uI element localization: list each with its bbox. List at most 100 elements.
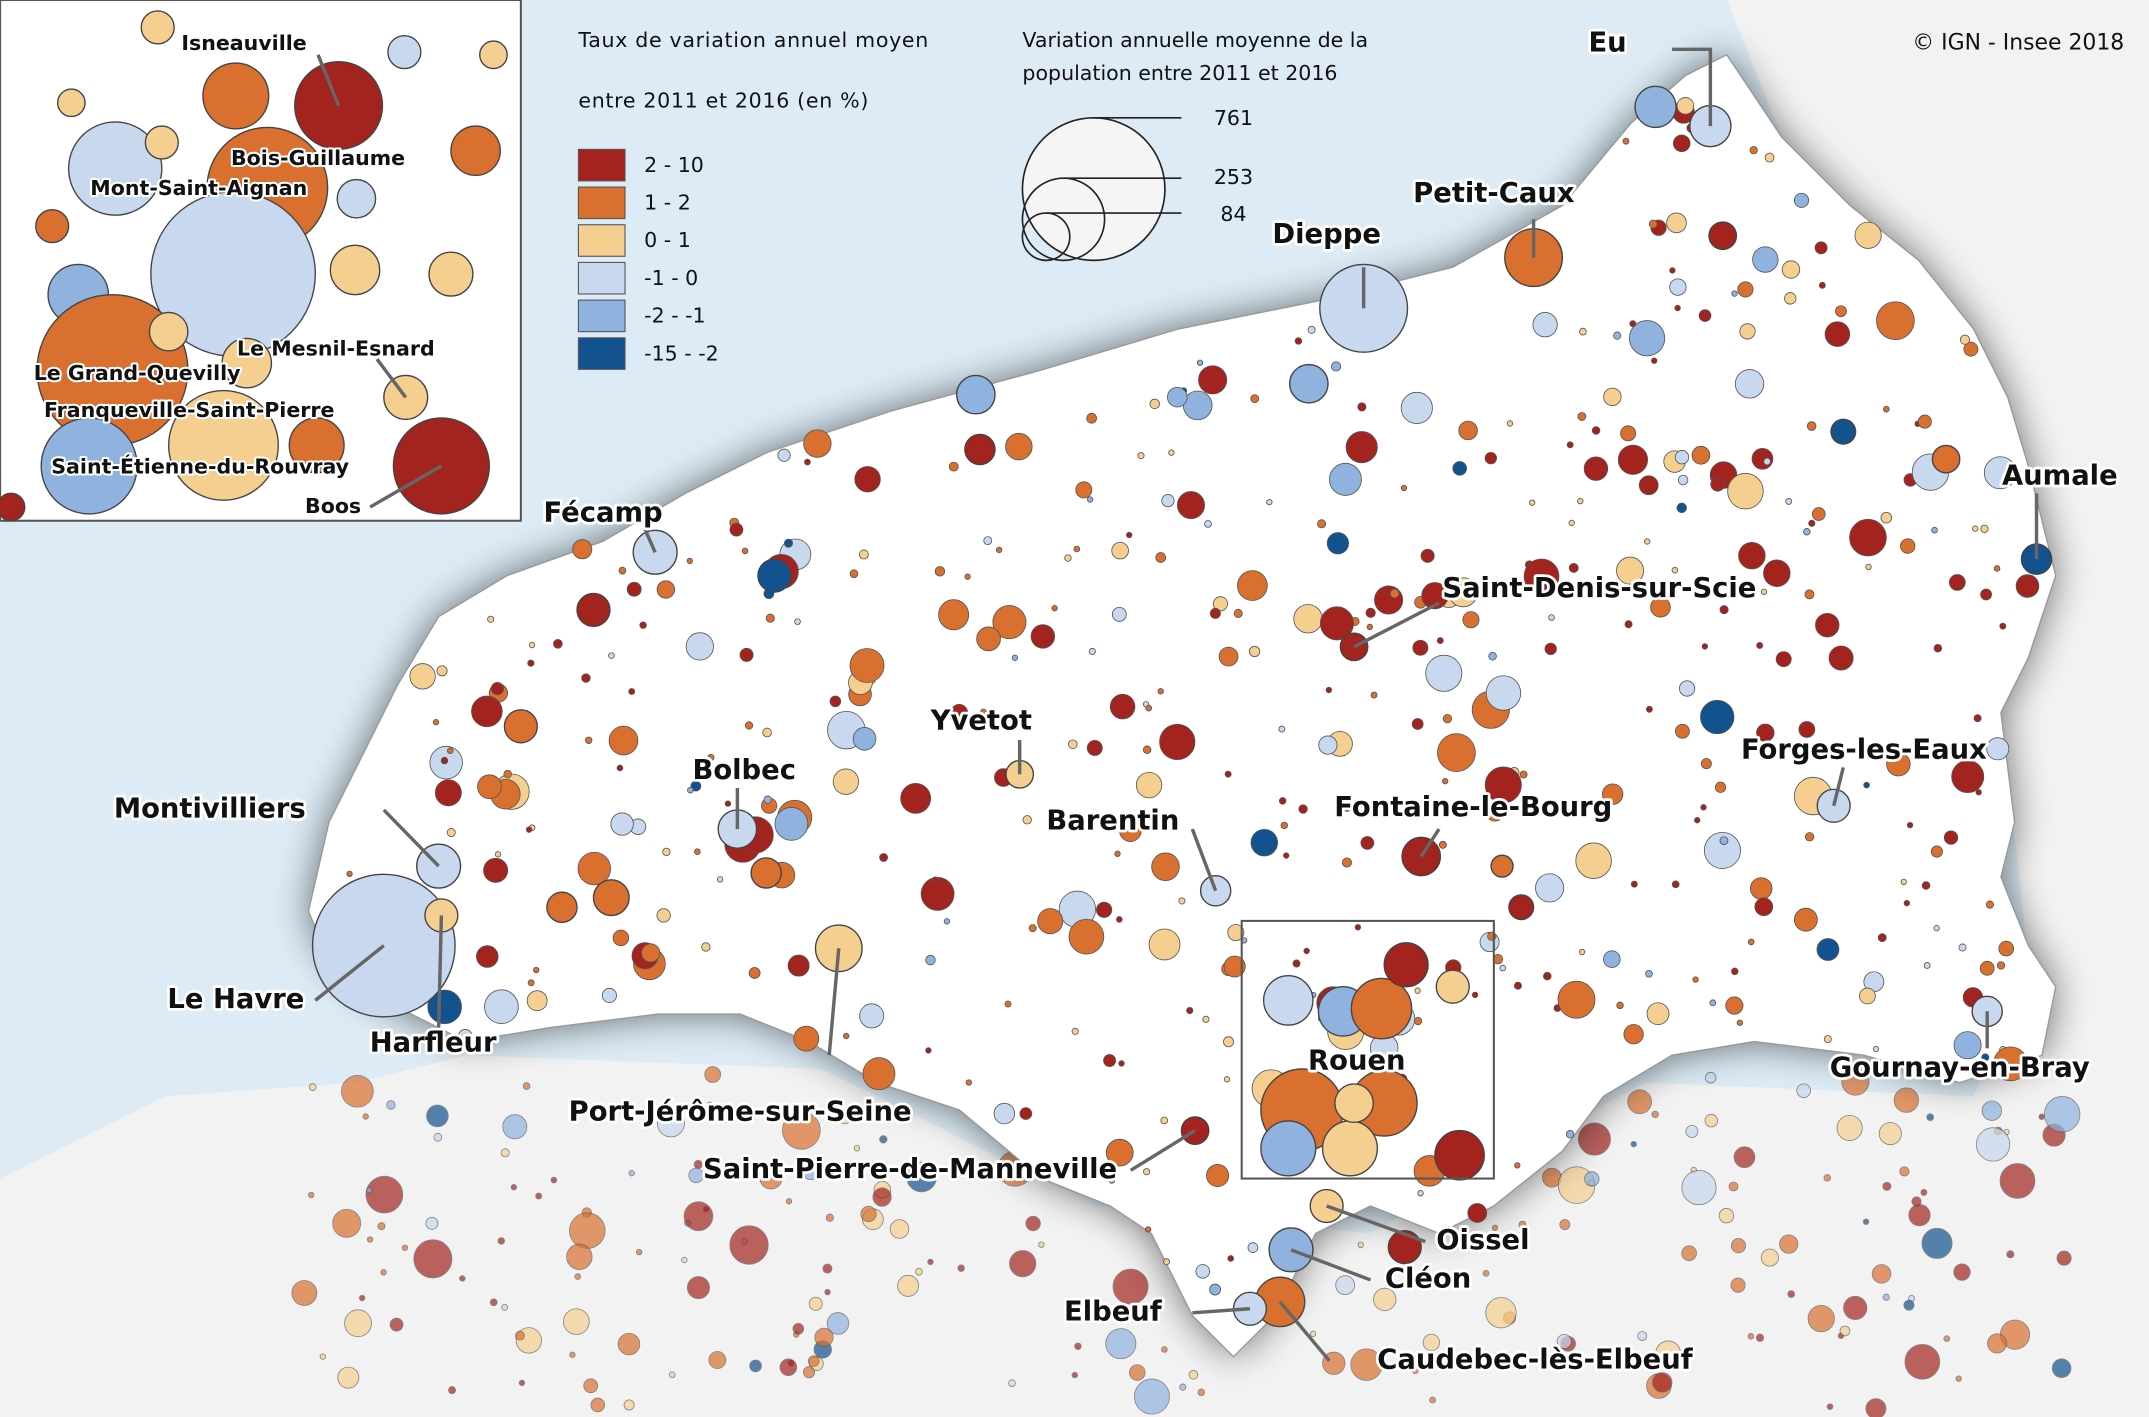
commune-circle bbox=[1841, 1067, 1870, 1096]
commune-circle bbox=[832, 768, 860, 795]
commune-circle bbox=[1955, 1375, 1962, 1382]
commune-circle bbox=[1730, 1238, 1746, 1254]
commune-circle bbox=[943, 918, 951, 925]
commune-circle bbox=[668, 1371, 676, 1379]
commune-circle bbox=[1981, 1053, 1990, 1062]
commune-circle bbox=[1250, 828, 1279, 857]
commune-circle bbox=[471, 695, 503, 728]
rouen-frame bbox=[1240, 919, 1495, 1180]
commune-circle bbox=[1071, 1371, 1078, 1379]
commune-circle bbox=[822, 1263, 833, 1274]
commune-circle bbox=[1763, 457, 1771, 466]
commune-circle bbox=[783, 538, 794, 548]
inset-circle bbox=[35, 208, 70, 244]
commune-circle bbox=[1266, 498, 1273, 506]
commune-circle bbox=[1556, 1333, 1572, 1350]
commune-circle bbox=[708, 1351, 727, 1369]
leader-line bbox=[1671, 47, 1713, 127]
commune-circle bbox=[1114, 850, 1121, 857]
commune-circle bbox=[1218, 646, 1239, 667]
legend-swatch bbox=[577, 224, 626, 257]
commune-circle bbox=[1292, 959, 1301, 968]
commune-circle bbox=[1692, 976, 1699, 983]
commune-circle bbox=[1342, 802, 1352, 812]
place-label: Cléon bbox=[1385, 1263, 1471, 1294]
commune-circle bbox=[1630, 880, 1638, 888]
commune-circle bbox=[704, 1109, 714, 1120]
commune-circle bbox=[1798, 721, 1816, 738]
commune-circle bbox=[1488, 652, 1497, 661]
town-circle bbox=[1260, 1120, 1317, 1177]
town-circle bbox=[955, 374, 996, 415]
commune-circle bbox=[346, 870, 353, 878]
commune-circle bbox=[656, 908, 671, 923]
commune-circle bbox=[1648, 219, 1658, 229]
commune-circle bbox=[1763, 559, 1791, 587]
commune-circle bbox=[1948, 574, 1966, 591]
commune-circle bbox=[1167, 386, 1188, 408]
commune-circle bbox=[1037, 908, 1064, 935]
commune-circle bbox=[782, 1110, 821, 1150]
commune-circle bbox=[858, 549, 869, 560]
commune-circle bbox=[1168, 449, 1175, 456]
commune-circle bbox=[1645, 705, 1653, 713]
place-label: Yvetot bbox=[930, 706, 1032, 737]
commune-circle bbox=[744, 721, 754, 730]
commune-circle bbox=[1694, 817, 1701, 824]
commune-circle bbox=[826, 1312, 850, 1335]
commune-circle bbox=[1532, 312, 1558, 338]
commune-circle bbox=[1086, 412, 1097, 424]
commune-circle bbox=[687, 786, 694, 794]
inset-place-label: Isneauville bbox=[181, 31, 306, 55]
commune-circle bbox=[1227, 924, 1245, 942]
commune-circle bbox=[319, 1353, 326, 1360]
inset-place-label: Le Mesnil-Esnard bbox=[237, 336, 435, 360]
commune-circle bbox=[1981, 1100, 2002, 1121]
leader-line bbox=[642, 526, 657, 553]
commune-circle bbox=[1730, 1277, 1746, 1293]
commune-circle bbox=[1823, 1174, 1831, 1182]
commune-circle bbox=[1022, 815, 1032, 825]
commune-circle bbox=[1975, 1127, 2011, 1162]
commune-circle bbox=[527, 659, 535, 667]
commune-circle bbox=[1727, 472, 1764, 510]
commune-circle bbox=[983, 536, 993, 546]
commune-circle bbox=[1973, 714, 1982, 723]
commune-circle bbox=[1617, 444, 1649, 475]
commune-circle bbox=[1951, 760, 1985, 794]
place-label: Petit-Caux bbox=[1413, 178, 1575, 209]
leader-line bbox=[1278, 1300, 1331, 1362]
place-label: Eu bbox=[1588, 27, 1626, 58]
commune-circle bbox=[1161, 1346, 1168, 1353]
commune-circle bbox=[389, 1317, 404, 1332]
commune-circle bbox=[527, 979, 535, 987]
commune-circle bbox=[807, 1355, 820, 1367]
commune-circle bbox=[308, 1191, 315, 1199]
commune-circle bbox=[1747, 1332, 1755, 1340]
legend-title: Taux de variation annuel moyen bbox=[577, 28, 929, 52]
commune-circle bbox=[803, 1366, 816, 1379]
commune-circle bbox=[927, 1258, 934, 1266]
commune-circle bbox=[1603, 950, 1621, 968]
leader-line bbox=[827, 948, 841, 1056]
commune-circle bbox=[1135, 771, 1163, 799]
commune-circle bbox=[931, 876, 939, 884]
commune-circle bbox=[366, 1187, 373, 1194]
commune-circle bbox=[1843, 1295, 1868, 1320]
commune-circle bbox=[1826, 1403, 1834, 1411]
commune-circle bbox=[525, 826, 533, 833]
commune-circle bbox=[1953, 1263, 1971, 1281]
commune-circle bbox=[1645, 969, 1653, 978]
commune-circle bbox=[483, 857, 509, 883]
commune-circle bbox=[1196, 359, 1204, 366]
commune-circle bbox=[577, 851, 612, 886]
commune-circle bbox=[2006, 1250, 2015, 1259]
commune-circle bbox=[1803, 528, 1811, 536]
commune-circle bbox=[1814, 241, 1828, 255]
commune-circle bbox=[1111, 541, 1129, 560]
place-label: Saint-Pierre-de-Manneville bbox=[703, 1154, 1117, 1185]
commune-circle bbox=[1280, 821, 1289, 830]
commune-circle bbox=[889, 1219, 910, 1239]
